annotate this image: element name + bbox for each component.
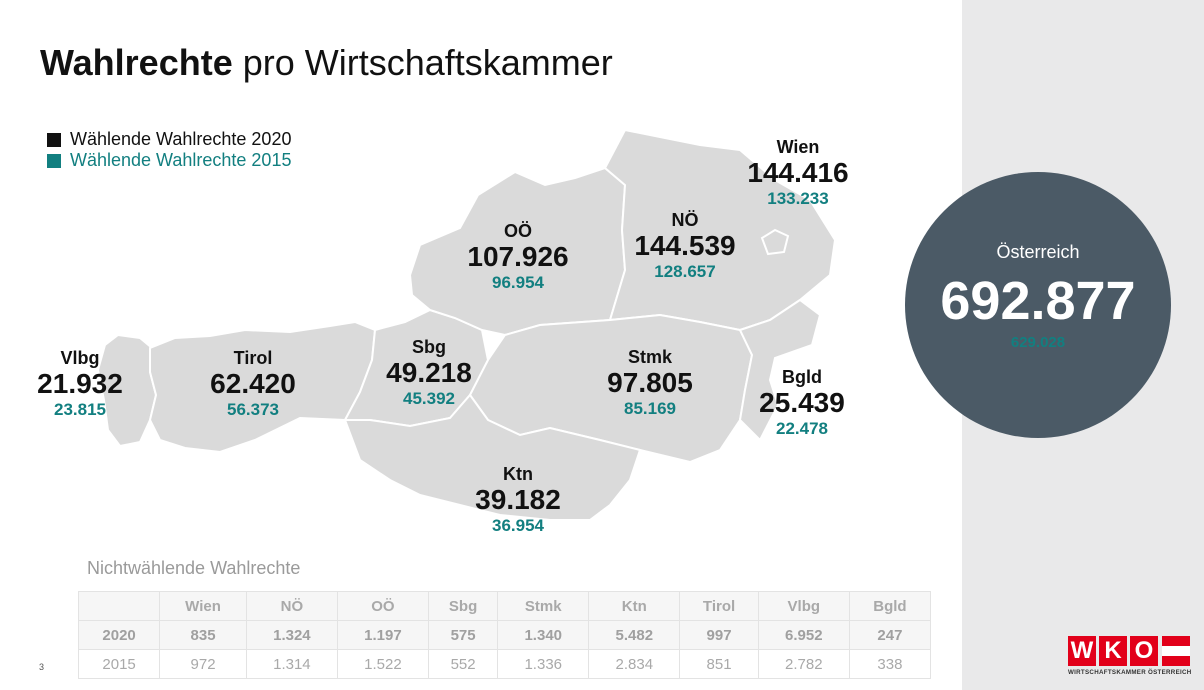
- logo-letter-o: O: [1130, 636, 1158, 666]
- table-cell: 6.952: [757, 620, 850, 650]
- region-name-noe: NÖ: [671, 210, 699, 230]
- region-label-sbg: Sbg 49.218 45.392: [386, 337, 472, 409]
- region-name-ooe: OÖ: [503, 221, 532, 241]
- nichtwaehlende-table: Wien NÖ OÖ Sbg Stmk Ktn Tirol Vlbg Bgld …: [77, 591, 932, 679]
- legend-item-2015: Wählende Wahlrechte 2015: [47, 150, 291, 171]
- region-value-2020-wien: 144.416: [747, 157, 849, 188]
- page-title: Wahlrechte pro Wirtschaftskammer: [40, 42, 613, 84]
- map-region-bgld: [738, 298, 822, 442]
- region-name-vlbg: Vlbg: [60, 348, 100, 368]
- total-circle: Österreich 692.877 629.028: [905, 172, 1171, 438]
- logo-letter-k: K: [1099, 636, 1127, 666]
- region-value-2015-bgld: 22.478: [775, 419, 828, 438]
- table-cell: 1.197: [336, 620, 429, 650]
- table-header-row: Wien NÖ OÖ Sbg Stmk Ktn Tirol Vlbg Bgld: [77, 591, 932, 621]
- table-cell: 575: [427, 620, 499, 650]
- region-name-stmk: Stmk: [627, 347, 673, 367]
- region-label-bgld: Bgld 25.439 22.478: [759, 367, 845, 439]
- region-value-2020-bgld: 25.439: [759, 387, 845, 418]
- table-cell: 1.314: [245, 649, 338, 679]
- region-label-tirol: Tirol 62.420 56.373: [210, 348, 296, 420]
- table-header-cell: Wien: [159, 591, 247, 621]
- table-cell: 997: [679, 620, 759, 650]
- wko-logo: W K O WIRTSCHAFTSKAMMER ÖSTERREICH: [1068, 636, 1192, 680]
- table-cell: 2.834: [588, 649, 681, 679]
- region-label-ooe: OÖ 107.926 96.954: [467, 221, 568, 293]
- table-cell: 851: [679, 649, 759, 679]
- region-value-2020-ktn: 39.182: [475, 484, 561, 515]
- region-label-vlbg: Vlbg 21.932 23.815: [37, 348, 123, 420]
- table-cell: 1.522: [336, 649, 429, 679]
- legend-label-2015: Wählende Wahlrechte 2015: [70, 150, 292, 170]
- table-cell: 2.782: [757, 649, 850, 679]
- table-cell: 247: [848, 620, 932, 650]
- table-header-cell: Vlbg: [757, 591, 850, 621]
- region-name-wien: Wien: [776, 137, 820, 157]
- region-name-bgld: Bgld: [781, 367, 822, 387]
- table-cell: 552: [427, 649, 499, 679]
- region-value-2015-sbg: 45.392: [402, 389, 455, 408]
- region-value-2015-vlbg: 23.815: [53, 400, 106, 419]
- nichtwaehlende-title: Nichtwählende Wahlrechte: [87, 558, 301, 578]
- table-cell: 338: [848, 649, 932, 679]
- table-header-cell: Stmk: [497, 591, 590, 621]
- table-row-2015: 2015 972 1.314 1.522 552 1.336 2.834 851…: [77, 649, 932, 679]
- total-value-2020: 692.877: [940, 271, 1136, 331]
- region-label-noe: NÖ 144.539 128.657: [634, 210, 735, 282]
- table-row-2020: 2020 835 1.324 1.197 575 1.340 5.482 997…: [77, 620, 932, 650]
- logo-letter-w: W: [1068, 636, 1096, 666]
- table-cell: 835: [159, 620, 247, 650]
- table-header-cell: Ktn: [588, 591, 681, 621]
- total-value-2015: 629.028: [1010, 334, 1066, 351]
- legend: Wählende Wahlrechte 2020 Wählende Wahlre…: [47, 129, 291, 171]
- region-value-2015-ooe: 96.954: [492, 273, 544, 292]
- region-label-ktn: Ktn 39.182 36.954: [475, 464, 561, 536]
- legend-swatch-2020: [47, 132, 61, 147]
- page-number: 3: [39, 662, 45, 672]
- table-row-year: 2020: [77, 620, 161, 650]
- table-header-cell: Bgld: [848, 591, 932, 621]
- region-value-2020-noe: 144.539: [634, 230, 736, 261]
- region-value-2020-stmk: 97.805: [607, 367, 693, 398]
- logo-flag-icon: [1162, 636, 1190, 666]
- region-value-2020-ooe: 107.926: [467, 241, 569, 272]
- region-value-2015-stmk: 85.169: [623, 399, 676, 418]
- total-name: Österreich: [996, 242, 1080, 262]
- region-value-2015-wien: 133.233: [767, 189, 829, 208]
- page-title-rest: pro Wirtschaftskammer: [232, 42, 613, 83]
- table-cell: 1.324: [245, 620, 338, 650]
- table-cell: 1.336: [497, 649, 590, 679]
- region-name-ktn: Ktn: [502, 464, 533, 484]
- map-region-wien: [760, 228, 790, 256]
- legend-swatch-2015: [47, 153, 61, 168]
- region-value-2020-sbg: 49.218: [386, 357, 472, 388]
- table-header-cell: Tirol: [679, 591, 759, 621]
- table-cell: 5.482: [588, 620, 681, 650]
- region-name-tirol: Tirol: [233, 348, 273, 368]
- region-value-2020-vlbg: 21.932: [37, 368, 123, 399]
- region-name-sbg: Sbg: [411, 337, 446, 357]
- region-value-2020-tirol: 62.420: [210, 368, 296, 399]
- table-cell: 972: [159, 649, 247, 679]
- table-header-cell: OÖ: [336, 591, 429, 621]
- logo-subtitle: WIRTSCHAFTSKAMMER ÖSTERREICH: [1068, 669, 1192, 676]
- table-header-cell: Sbg: [427, 591, 499, 621]
- region-value-2015-ktn: 36.954: [491, 516, 544, 535]
- table-header-empty: [77, 591, 161, 621]
- page-title-bold: Wahlrechte: [40, 42, 233, 83]
- legend-item-2020: Wählende Wahlrechte 2020: [47, 129, 291, 150]
- map-region-ktn: [343, 393, 642, 521]
- austria-map: [96, 128, 837, 521]
- region-value-2015-tirol: 56.373: [226, 400, 279, 419]
- legend-label-2020: Wählende Wahlrechte 2020: [70, 129, 292, 149]
- region-value-2015-noe: 128.657: [654, 262, 716, 281]
- table-row-year: 2015: [77, 649, 161, 679]
- region-label-wien: Wien 144.416 133.233: [747, 137, 848, 209]
- table-header-cell: NÖ: [245, 591, 338, 621]
- table-cell: 1.340: [497, 620, 590, 650]
- region-label-stmk: Stmk 97.805 85.169: [607, 347, 693, 419]
